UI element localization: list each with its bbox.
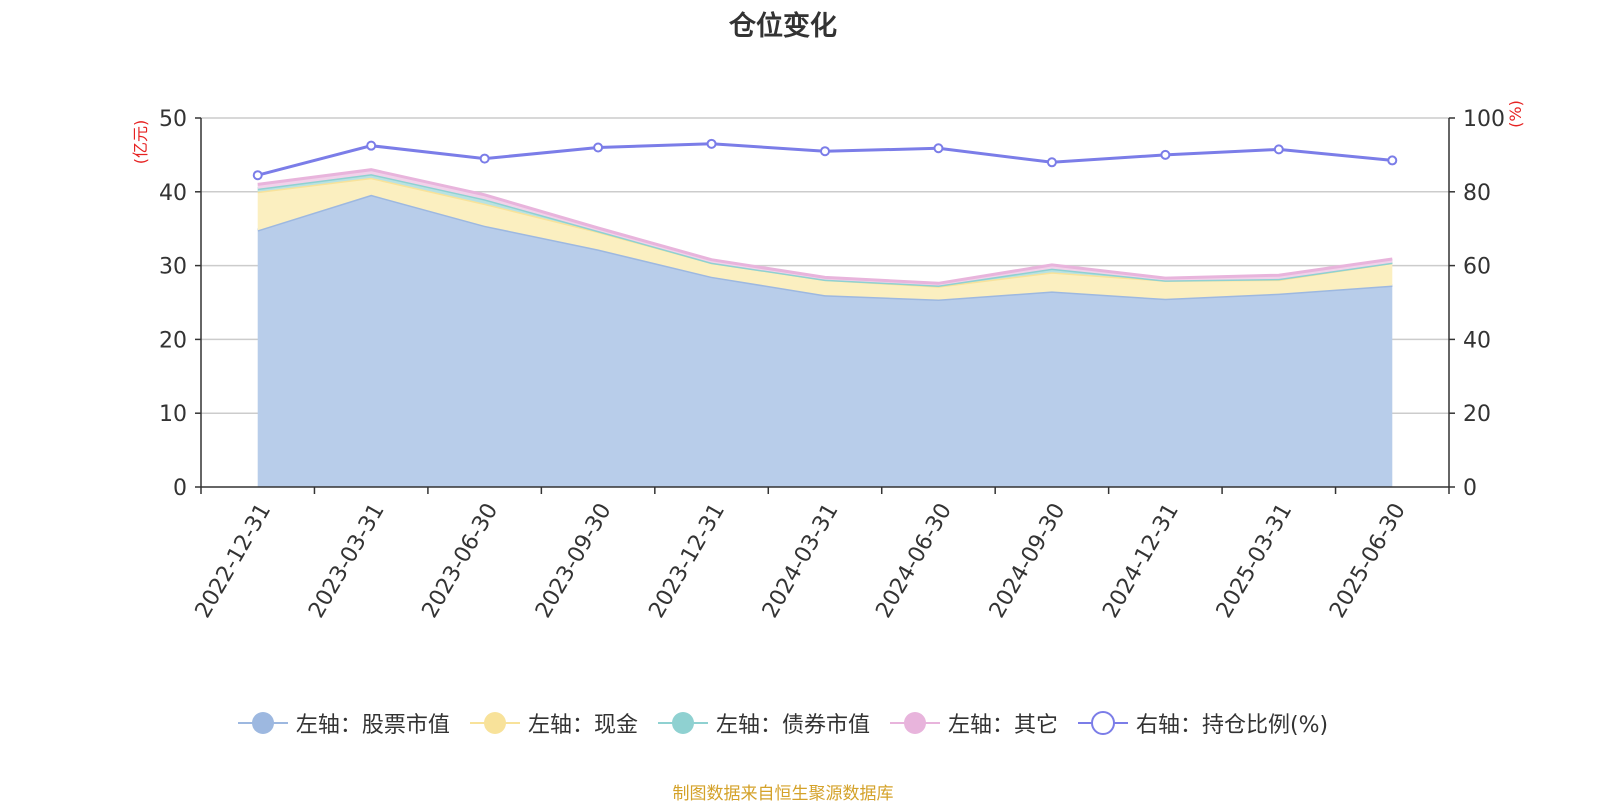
left-tick-label: 0 [173, 476, 187, 501]
x-tick-label: 2024-09-30 [985, 499, 1071, 622]
left-tick-label: 20 [159, 328, 187, 353]
right-tick-label: 20 [1463, 402, 1491, 427]
legend-bond-icon [657, 712, 708, 734]
left-tick-label: 40 [159, 181, 187, 206]
right-tick-label: 40 [1463, 328, 1491, 353]
ratio-point [1160, 149, 1171, 160]
legend-label: 左轴：现金 [527, 713, 638, 738]
ratio-point [933, 143, 944, 154]
area-series [257, 168, 1393, 488]
legend-label: 左轴：债券市值 [715, 713, 870, 738]
left-tick-label: 10 [159, 402, 187, 427]
legend-item-bond[interactable]: 左轴：债券市值 [657, 707, 870, 739]
ratio-point [706, 138, 717, 149]
ratio-point [366, 140, 377, 151]
ratio-point [1046, 157, 1057, 168]
x-tick-label: 2023-12-31 [644, 499, 730, 622]
x-tick-label: 2023-09-30 [531, 499, 617, 622]
legend-stock-icon [237, 712, 288, 734]
ratio-point [1273, 144, 1284, 155]
x-tick-label: 2023-06-30 [418, 499, 504, 622]
legend-other-icon [889, 712, 940, 734]
legend-item-cash[interactable]: 左轴：现金 [469, 707, 638, 739]
right-tick-label: 80 [1463, 181, 1491, 206]
left-axis-unit: (亿元) [131, 120, 150, 165]
left-tick-label: 30 [159, 255, 187, 280]
legend: 左轴：股票市值 左轴：现金 左轴：债券市值 左轴：其它 右轴：持仓比例(%) [0, 707, 1566, 739]
x-tick-label: 2024-03-31 [758, 499, 844, 622]
right-tick-label: 60 [1463, 255, 1491, 280]
x-tick-label: 2024-06-30 [871, 499, 957, 622]
ratio-point [479, 153, 490, 164]
series-line-3 [257, 168, 1393, 285]
legend-label: 左轴：其它 [947, 713, 1058, 738]
right-tick-label: 0 [1463, 476, 1477, 501]
legend-label: 左轴：股票市值 [295, 713, 450, 738]
chart-title: 仓位变化 [729, 11, 837, 42]
source-note: 制图数据来自恒生聚源数据库 [672, 784, 894, 804]
x-tick-label: 2024-12-31 [1098, 499, 1184, 622]
ratio-point [820, 146, 830, 157]
legend-ratio-icon [1077, 711, 1128, 735]
legend-label: 右轴：持仓比例(%) [1135, 713, 1329, 738]
right-axis-unit: (%) [1506, 100, 1525, 128]
ratio-point [1387, 155, 1398, 166]
right-tick-label: 100 [1463, 107, 1505, 132]
legend-item-stock[interactable]: 左轴：股票市值 [237, 707, 450, 739]
x-tick-label: 2025-06-30 [1325, 499, 1411, 622]
area-series-1 [257, 177, 1393, 300]
ratio-point [252, 170, 263, 181]
x-tick-label: 2023-03-31 [304, 499, 390, 622]
area-series-0 [257, 194, 1393, 488]
ratio-point [593, 142, 604, 153]
legend-cash-icon [469, 712, 520, 734]
x-tick-label: 2025-03-31 [1212, 499, 1298, 622]
legend-item-ratio[interactable]: 右轴：持仓比例(%) [1077, 707, 1329, 739]
x-tick-label: 2022-12-31 [191, 499, 277, 622]
legend-item-other[interactable]: 左轴：其它 [889, 707, 1058, 739]
left-tick-label: 50 [159, 107, 187, 132]
line-series [252, 138, 1398, 181]
